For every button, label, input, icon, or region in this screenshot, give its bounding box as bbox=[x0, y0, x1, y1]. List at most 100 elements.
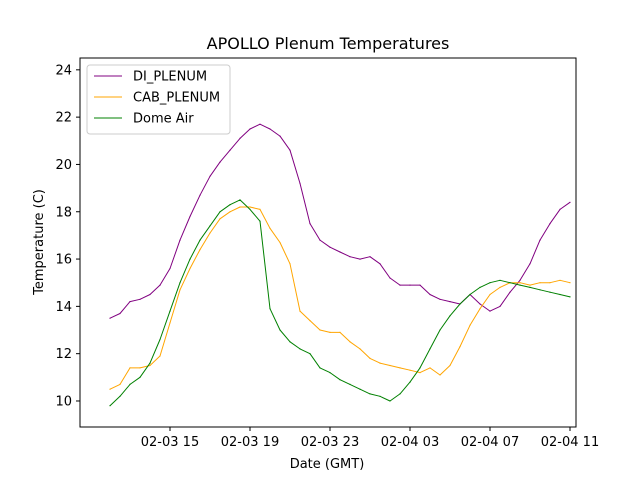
data-point bbox=[479, 303, 481, 305]
data-point bbox=[159, 284, 161, 286]
y-tick-label: 12 bbox=[55, 347, 72, 362]
data-point bbox=[409, 381, 411, 383]
data-point bbox=[219, 218, 221, 220]
data-point bbox=[179, 282, 181, 284]
series-layer bbox=[109, 123, 571, 407]
y-axis-label: Temperature (C) bbox=[32, 189, 47, 296]
data-point bbox=[429, 367, 431, 369]
data-point bbox=[429, 293, 431, 296]
data-point bbox=[399, 393, 401, 395]
data-point bbox=[319, 329, 321, 331]
data-point bbox=[289, 149, 291, 151]
data-point bbox=[169, 267, 171, 270]
data-point bbox=[359, 388, 361, 390]
data-point bbox=[469, 324, 471, 326]
data-point bbox=[419, 372, 421, 374]
x-axis-label: Date (GMT) bbox=[290, 457, 365, 472]
legend-label: Dome Air bbox=[133, 112, 194, 127]
data-point bbox=[509, 282, 511, 284]
data-point bbox=[509, 291, 511, 293]
data-point bbox=[379, 395, 381, 397]
y-tick-label: 14 bbox=[55, 300, 72, 315]
data-point bbox=[199, 194, 201, 196]
data-point bbox=[329, 372, 331, 374]
plot-frame bbox=[79, 57, 577, 428]
data-point bbox=[489, 282, 491, 284]
data-point bbox=[529, 286, 531, 288]
data-point bbox=[319, 367, 321, 369]
data-point bbox=[139, 376, 141, 378]
data-point bbox=[459, 346, 461, 348]
data-point bbox=[159, 338, 161, 341]
data-point bbox=[199, 239, 201, 241]
data-point bbox=[449, 364, 451, 367]
data-point bbox=[139, 298, 141, 300]
x-tick-label: 02-03 15 bbox=[141, 435, 199, 450]
data-point bbox=[249, 128, 251, 130]
data-point bbox=[499, 286, 501, 288]
data-point bbox=[239, 199, 241, 201]
data-point bbox=[309, 353, 311, 355]
data-point bbox=[539, 282, 541, 284]
data-point bbox=[429, 348, 431, 350]
data-point bbox=[199, 249, 201, 251]
data-point bbox=[399, 367, 401, 369]
data-point bbox=[129, 383, 131, 385]
data-point bbox=[359, 348, 361, 350]
data-point bbox=[329, 246, 331, 248]
data-point bbox=[209, 175, 211, 177]
data-point bbox=[309, 223, 311, 225]
data-point bbox=[279, 329, 281, 331]
data-point bbox=[359, 258, 361, 260]
data-point bbox=[389, 364, 391, 367]
data-point bbox=[499, 305, 501, 307]
legend-label: DI_PLENUM bbox=[133, 70, 207, 85]
data-point bbox=[109, 317, 111, 319]
data-point bbox=[229, 211, 231, 213]
data-point bbox=[379, 263, 381, 265]
data-point bbox=[299, 182, 301, 184]
chart-title: APOLLO Plenum Temperatures bbox=[207, 34, 450, 53]
data-point bbox=[269, 128, 271, 130]
data-point bbox=[569, 282, 571, 284]
data-point bbox=[219, 211, 221, 213]
data-point bbox=[489, 293, 491, 296]
data-point bbox=[139, 367, 141, 369]
data-point bbox=[479, 286, 481, 288]
y-tick-label: 24 bbox=[55, 63, 72, 78]
data-point bbox=[389, 277, 391, 279]
data-point bbox=[519, 279, 521, 281]
x-tick-label: 02-04 07 bbox=[461, 435, 519, 450]
data-point bbox=[119, 395, 121, 397]
data-point bbox=[239, 137, 241, 139]
data-point bbox=[209, 225, 211, 227]
y-tick-label: 16 bbox=[55, 253, 72, 268]
data-point bbox=[129, 301, 131, 303]
data-point bbox=[309, 320, 311, 322]
data-point bbox=[229, 204, 231, 206]
data-point bbox=[189, 215, 191, 218]
data-point bbox=[489, 310, 491, 312]
data-point bbox=[449, 315, 451, 317]
data-point bbox=[349, 341, 351, 343]
data-point bbox=[439, 298, 441, 300]
data-point bbox=[159, 355, 161, 357]
y-tick-label: 18 bbox=[55, 205, 72, 220]
data-point bbox=[349, 256, 351, 258]
y-tick-label: 22 bbox=[55, 111, 72, 126]
legend: DI_PLENUM CAB_PLENUM Dome Air bbox=[86, 64, 231, 135]
x-tick-label: 02-04 03 bbox=[381, 435, 439, 450]
data-point bbox=[399, 284, 401, 286]
data-point bbox=[259, 220, 261, 222]
data-point bbox=[269, 308, 271, 310]
data-point bbox=[469, 293, 471, 296]
data-point bbox=[449, 301, 451, 303]
data-point bbox=[569, 201, 571, 203]
data-point bbox=[389, 400, 391, 402]
legend-label: CAB_PLENUM bbox=[133, 91, 220, 106]
data-point bbox=[279, 241, 281, 244]
data-point bbox=[329, 331, 331, 333]
data-point bbox=[419, 284, 421, 286]
